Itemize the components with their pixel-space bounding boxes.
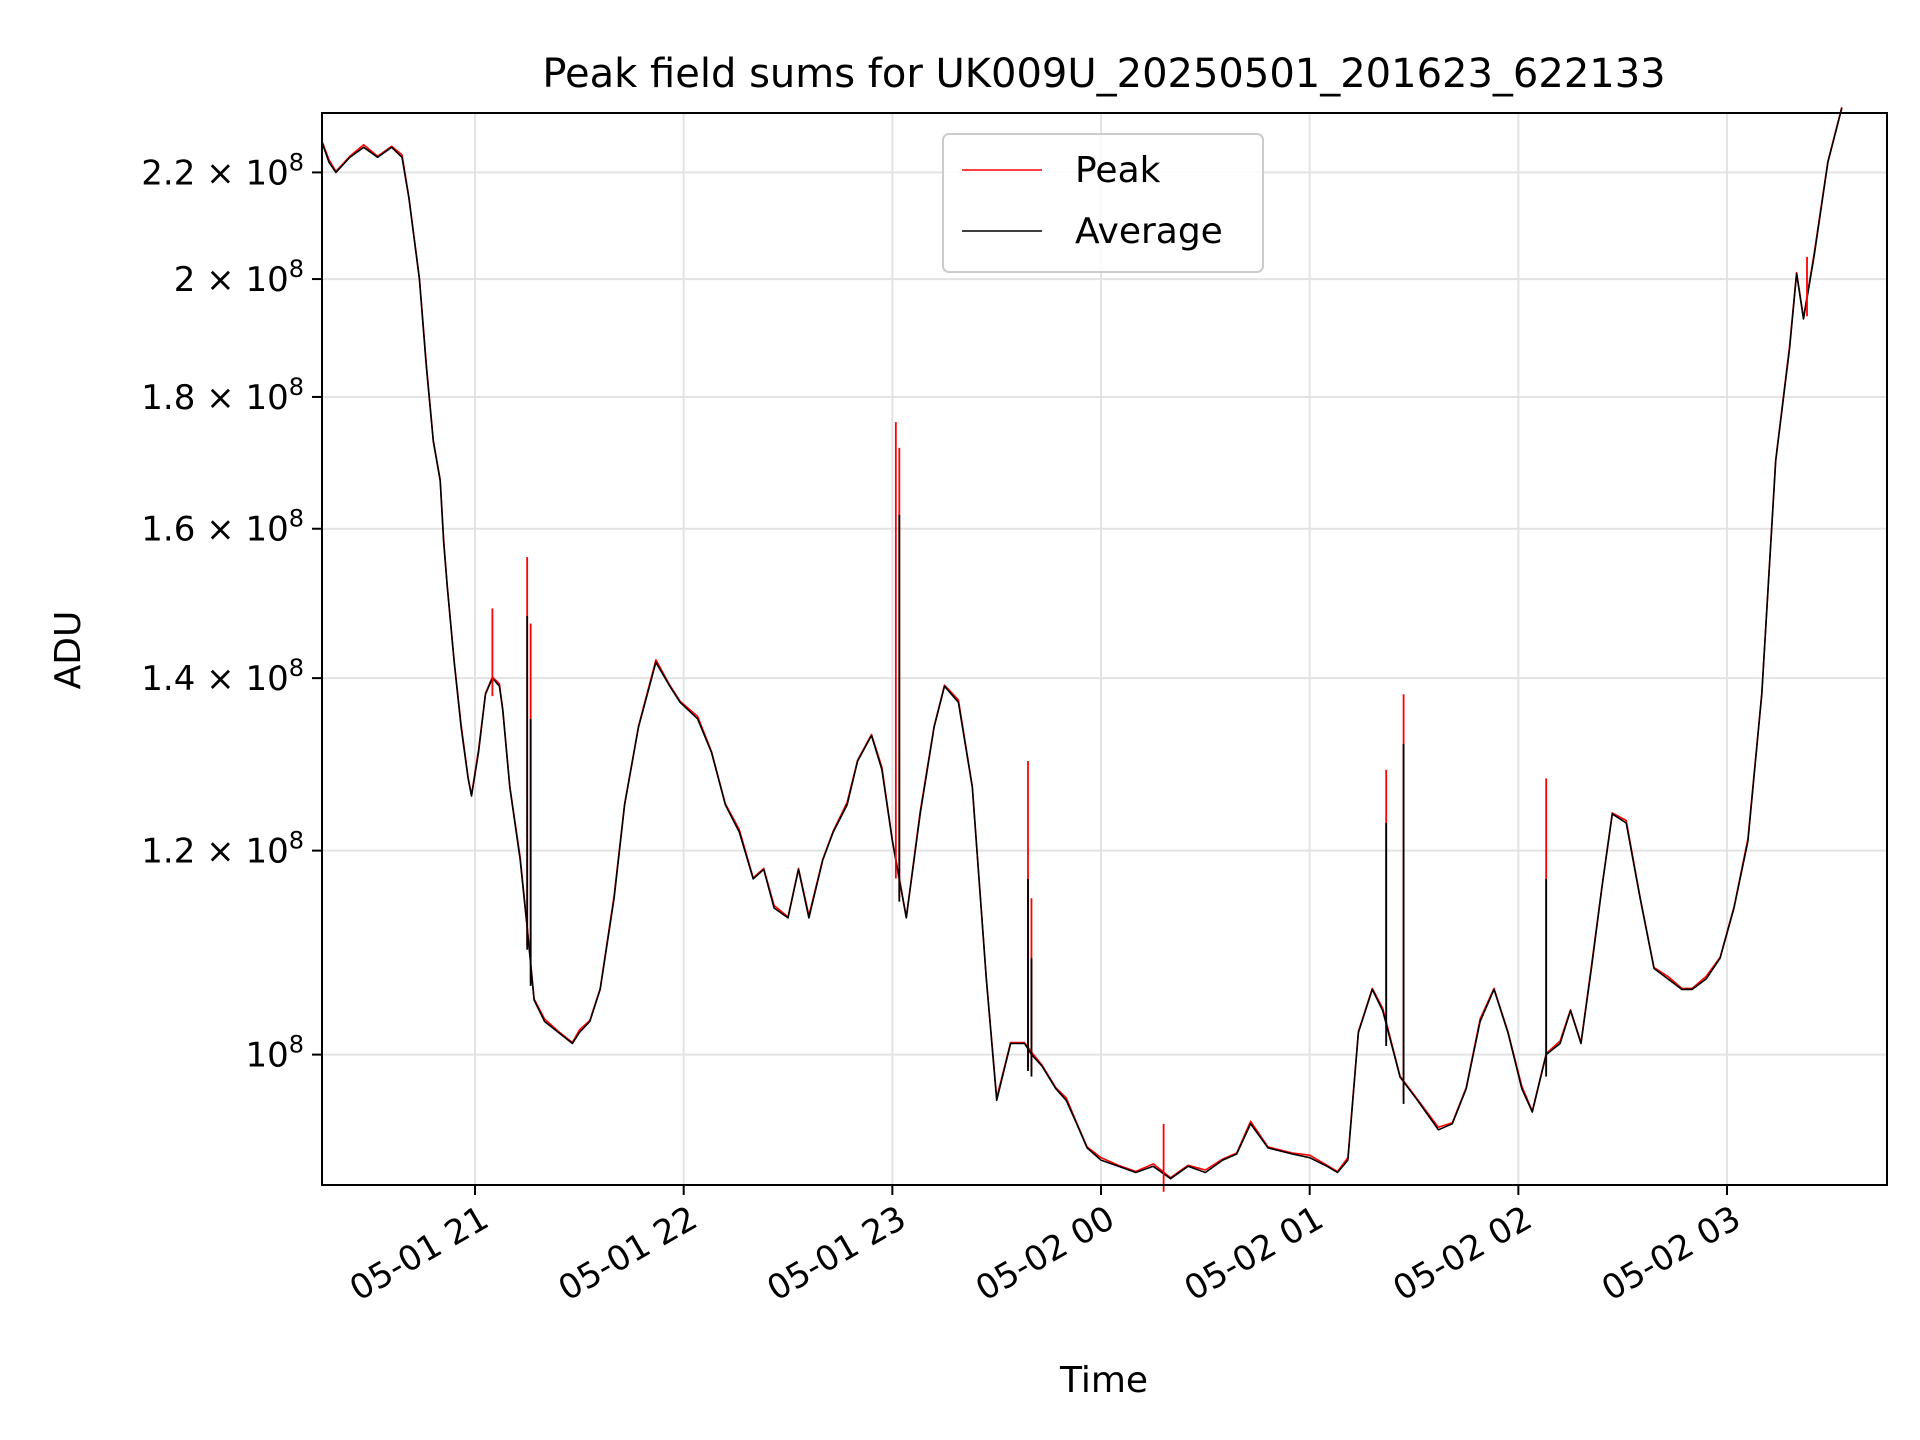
legend-box [942, 133, 1264, 273]
legend: Peak Average [942, 133, 1264, 273]
series-group [321, 107, 1843, 1192]
y-tick-label: 2 × 108 [174, 255, 304, 300]
y-tick-label: 2.2 × 108 [141, 148, 304, 193]
y-axis-label: ADU [48, 611, 89, 690]
plot-frame [321, 112, 1888, 1186]
y-tick-label: 1.8 × 108 [141, 373, 304, 418]
x-axis-label: Time [1059, 1360, 1148, 1401]
legend-label-peak: Peak [1075, 150, 1161, 191]
chart-title: Peak field sums for UK009U_20250501_2016… [542, 51, 1665, 97]
y-axis: 108 1.2 × 108 1.4 × 108 1.6 × 108 1.8 × 108 2… [141, 148, 322, 1076]
y-tick-label: 1.6 × 108 [141, 505, 304, 550]
y-tick-label: 1.4 × 108 [141, 654, 304, 699]
y-tick-label: 1.2 × 108 [141, 827, 304, 872]
y-tick-label: 108 [245, 1031, 304, 1076]
legend-label-average: Average [1075, 211, 1223, 252]
